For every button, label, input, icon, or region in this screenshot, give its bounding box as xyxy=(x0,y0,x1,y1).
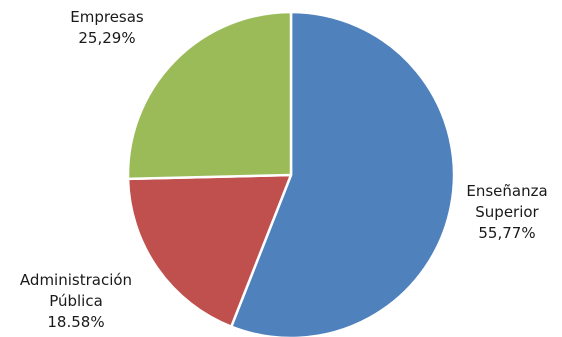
pie-slice-empresas xyxy=(126,10,293,181)
slice-category-text: Administración xyxy=(20,271,132,289)
pie-slices xyxy=(126,10,456,337)
slice-percent-text: 18.58% xyxy=(47,313,104,331)
pie-slice-administracion xyxy=(126,173,293,328)
slice-category-text: Superior xyxy=(475,203,539,221)
slice-label-empresas: Empresas 25,29% xyxy=(70,8,144,47)
slice-category-text: Pública xyxy=(49,292,103,310)
slice-label-ensenanza: Enseñanza Superior 55,77% xyxy=(466,182,547,242)
slice-category-text: Enseñanza xyxy=(466,182,547,200)
slice-percent-text: 55,77% xyxy=(478,224,535,242)
slice-category-text: Empresas xyxy=(70,8,144,26)
slice-label-administracion: Administración Pública 18.58% xyxy=(20,271,132,331)
pie-labels: Enseñanza Superior 55,77% Administración Púb… xyxy=(20,8,548,331)
slice-percent-text: 25,29% xyxy=(78,29,135,47)
